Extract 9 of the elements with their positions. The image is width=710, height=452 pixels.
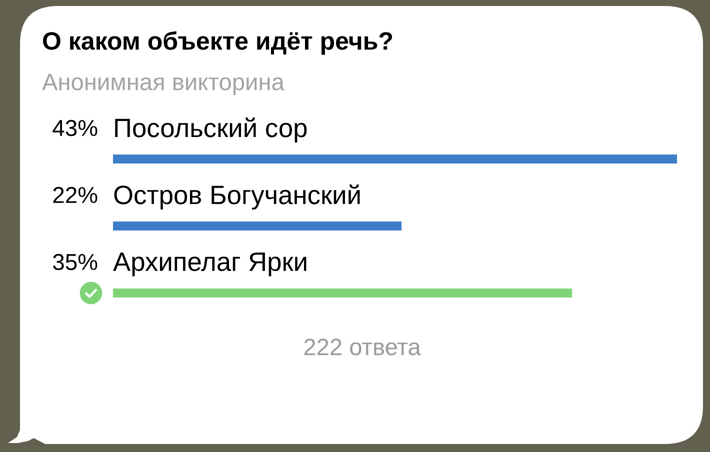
y-tick-label: Остров Богучанский — [114, 184, 360, 210]
data-label: 43% — [52, 120, 98, 136]
data-label: 22% — [53, 186, 98, 204]
text: 222 ответа — [304, 338, 421, 356]
y-tick-label: Архипелаг Ярки — [113, 252, 306, 276]
chart-title: О каком объекте идёт речь? — [43, 31, 392, 55]
y-tick-label: Посольский сор — [115, 117, 307, 143]
chart-subtitle: Анонимная викторина — [42, 74, 284, 96]
data-label: 35% — [53, 254, 98, 270]
